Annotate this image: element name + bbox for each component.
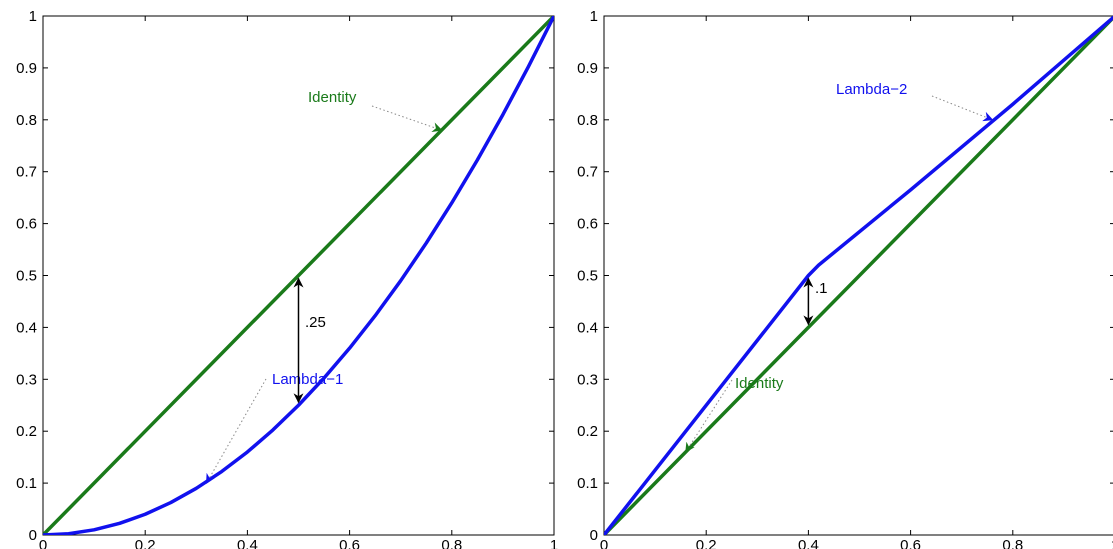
annotation-arrow [685,379,733,453]
x-tick-label: 0 [600,537,608,549]
y-tick-label: 0.2 [577,423,598,440]
y-tick-label: 0.8 [16,112,37,129]
x-tick-label: 0.8 [441,537,462,549]
y-tick-label: 0.1 [577,475,598,492]
x-tick-label: 0.2 [696,537,717,549]
annotation-label: Identity [735,375,784,392]
y-tick-label: 0.3 [577,371,598,388]
series-line-lambda-1 [43,16,554,535]
y-tick-label: 0.1 [16,475,37,492]
y-tick-label: 0.4 [16,319,37,336]
annotation-label: Identity [308,89,357,106]
y-tick-label: 0.6 [16,216,37,233]
y-tick-label: 0.6 [577,216,598,233]
x-tick-label: 0 [39,537,47,549]
y-tick-label: 1 [29,8,37,25]
annotation-label: Lambda−1 [272,371,343,388]
y-tick-label: 0.7 [577,164,598,181]
y-tick-label: 0.4 [577,319,598,336]
y-tick-label: 0.8 [577,112,598,129]
y-tick-label: 0.3 [16,371,37,388]
y-tick-label: 0.7 [16,164,37,181]
annotation-arrow [206,378,267,484]
series-line-lambda-2 [604,16,1113,535]
y-tick-label: 1 [590,8,598,25]
y-tick-label: 0 [29,527,37,544]
x-tick-label: 0.4 [798,537,819,549]
x-tick-label: 1 [550,537,558,549]
annotation-label: Lambda−2 [836,81,907,98]
x-tick-label: 0.6 [900,537,921,549]
x-tick-label: 0.8 [1002,537,1023,549]
y-tick-label: 0.5 [577,268,598,285]
x-tick-label: 0.6 [339,537,360,549]
x-tick-label: 0.2 [135,537,156,549]
y-tick-label: 0.9 [577,60,598,77]
y-tick-label: 0.2 [16,423,37,440]
y-tick-label: 0.5 [16,268,37,285]
series-group [43,16,554,535]
x-tick-label: 0.4 [237,537,258,549]
y-tick-label: 0.9 [16,60,37,77]
y-tick-label: 0 [590,527,598,544]
annotation-label: .1 [815,280,828,297]
annotation-arrow [371,105,443,132]
chart-panel-2: 0 0.2 0.4 0.6 0.8 1 0 0.1 0.2 0.3 0.4 0.5 0.6 0.7 0.8 0… [577,8,1113,549]
series-line-identity [43,16,554,535]
chart-panel-1: 0 0.2 0.4 0.6 0.8 1 0 0.1 0.2 0.3 0.4 0.5 0.6 0.7 0.8 0… [16,8,558,549]
x-tick-label: 1 [1111,537,1113,549]
annotation-arrow [931,95,994,122]
annotation-label: .25 [305,314,326,331]
